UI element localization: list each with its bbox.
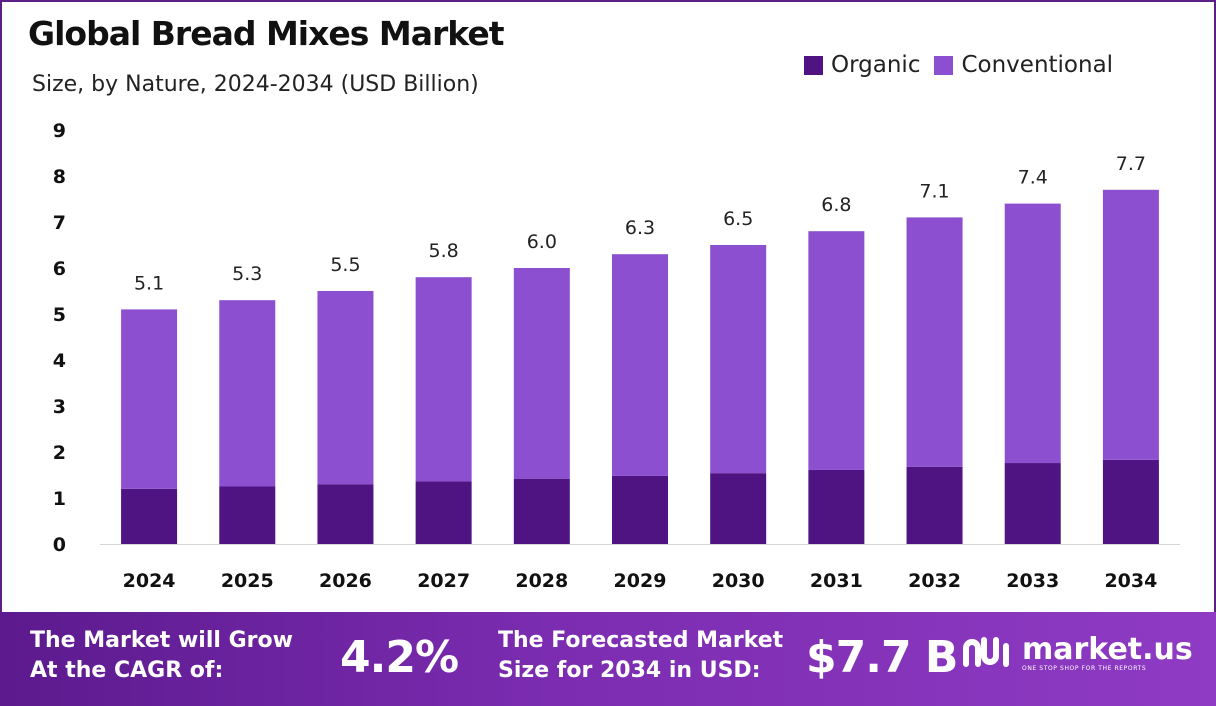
- bar-organic: [1102, 459, 1159, 544]
- legend-swatch-organic: [804, 55, 823, 75]
- x-tick-label: 2033: [1006, 570, 1059, 592]
- brand-name: market.us: [1022, 632, 1193, 667]
- bar-total-label: 5.1: [134, 272, 164, 294]
- y-tick-label: 9: [53, 120, 66, 142]
- bar-organic: [1004, 463, 1061, 544]
- y-tick-label: 5: [53, 304, 66, 326]
- y-tick-label: 0: [53, 534, 66, 556]
- x-tick-label: 2029: [614, 570, 667, 592]
- bar-organic: [906, 466, 963, 544]
- forecast-label: The Forecasted Market Size for 2034 in U…: [498, 626, 783, 686]
- bar-organic: [415, 481, 472, 544]
- bar-total-label: 6.0: [527, 231, 557, 253]
- x-tick-label: 2028: [515, 570, 568, 592]
- forecast-label-line1: The Forecasted Market: [498, 628, 784, 653]
- bar-total-label: 6.3: [625, 217, 655, 239]
- bar-conventional: [906, 217, 963, 467]
- bar-organic: [317, 484, 374, 544]
- y-tick-label: 7: [53, 212, 66, 234]
- brand-logo: market.us ONE STOP SHOP FOR THE REPORTS: [962, 632, 1193, 672]
- bar-conventional: [710, 245, 767, 474]
- cagr-label-line2: At the CAGR of:: [30, 658, 224, 683]
- bar-conventional: [121, 309, 178, 489]
- x-tick-label: 2032: [908, 570, 961, 592]
- cagr-label: The Market will Grow At the CAGR of:: [30, 626, 293, 686]
- bar-organic: [808, 469, 865, 544]
- forecast-value: $7.7 B: [806, 632, 958, 683]
- bar-conventional: [317, 291, 374, 485]
- bar-conventional: [415, 277, 472, 482]
- bar-total-label: 6.5: [723, 208, 753, 230]
- y-tick-label: 8: [53, 166, 66, 188]
- cagr-label-line1: The Market will Grow: [30, 628, 293, 653]
- bar-total-label: 5.8: [429, 240, 459, 262]
- bar-conventional: [808, 231, 865, 470]
- x-tick-label: 2031: [810, 570, 863, 592]
- bar-organic: [121, 488, 178, 544]
- bar-conventional: [219, 300, 276, 487]
- market-us-logo-icon: [963, 637, 1009, 667]
- bar-organic: [710, 473, 767, 544]
- forecast-label-line2: Size for 2034 in USD:: [498, 658, 761, 683]
- footer-banner: The Market will Grow At the CAGR of: 4.2…: [0, 612, 1216, 706]
- x-tick-label: 2026: [319, 570, 372, 592]
- brand-tagline: ONE STOP SHOP FOR THE REPORTS: [1022, 665, 1147, 672]
- y-tick-label: 6: [53, 258, 66, 280]
- legend-item-conventional: Conventional: [934, 52, 1113, 78]
- legend: Organic Conventional: [804, 52, 1127, 78]
- y-tick-label: 2: [53, 442, 66, 464]
- x-tick-label: 2027: [417, 570, 470, 592]
- bar-organic: [513, 478, 570, 544]
- y-tick-label: 1: [53, 488, 66, 510]
- x-tick-label: 2030: [712, 570, 765, 592]
- bar-conventional: [1102, 189, 1159, 460]
- legend-label-conventional: Conventional: [961, 52, 1114, 78]
- bar-total-label: 7.1: [919, 180, 949, 202]
- bar-total-label: 5.3: [232, 263, 262, 285]
- legend-label-organic: Organic: [831, 52, 921, 78]
- bar-total-label: 7.7: [1116, 153, 1146, 175]
- chart-title: Global Bread Mixes Market: [28, 14, 504, 53]
- bar-organic: [612, 475, 668, 544]
- x-tick-label: 2034: [1104, 570, 1157, 592]
- y-tick-label: 3: [53, 396, 66, 418]
- bar-conventional: [1004, 203, 1061, 464]
- bar-conventional: [612, 254, 668, 476]
- chart-subtitle: Size, by Nature, 2024-2034 (USD Billion): [32, 72, 479, 97]
- bar-conventional: [513, 268, 570, 479]
- bar-chart: 0 1 2 3 4 5 6 7 8 9 5.1 2024 5.3 2025 5.5 2026 5.8 2027 6.…: [53, 120, 1180, 592]
- x-tick-label: 2025: [221, 570, 274, 592]
- bar-total-label: 5.5: [330, 254, 360, 276]
- legend-item-organic: Organic: [804, 52, 920, 78]
- bar-total-label: 6.8: [821, 194, 851, 216]
- legend-swatch-conventional: [934, 55, 954, 75]
- x-tick-label: 2024: [123, 570, 176, 592]
- bar-organic: [219, 486, 276, 544]
- cagr-value: 4.2%: [340, 632, 459, 683]
- y-tick-label: 4: [53, 350, 66, 372]
- bar-total-label: 7.4: [1018, 167, 1048, 189]
